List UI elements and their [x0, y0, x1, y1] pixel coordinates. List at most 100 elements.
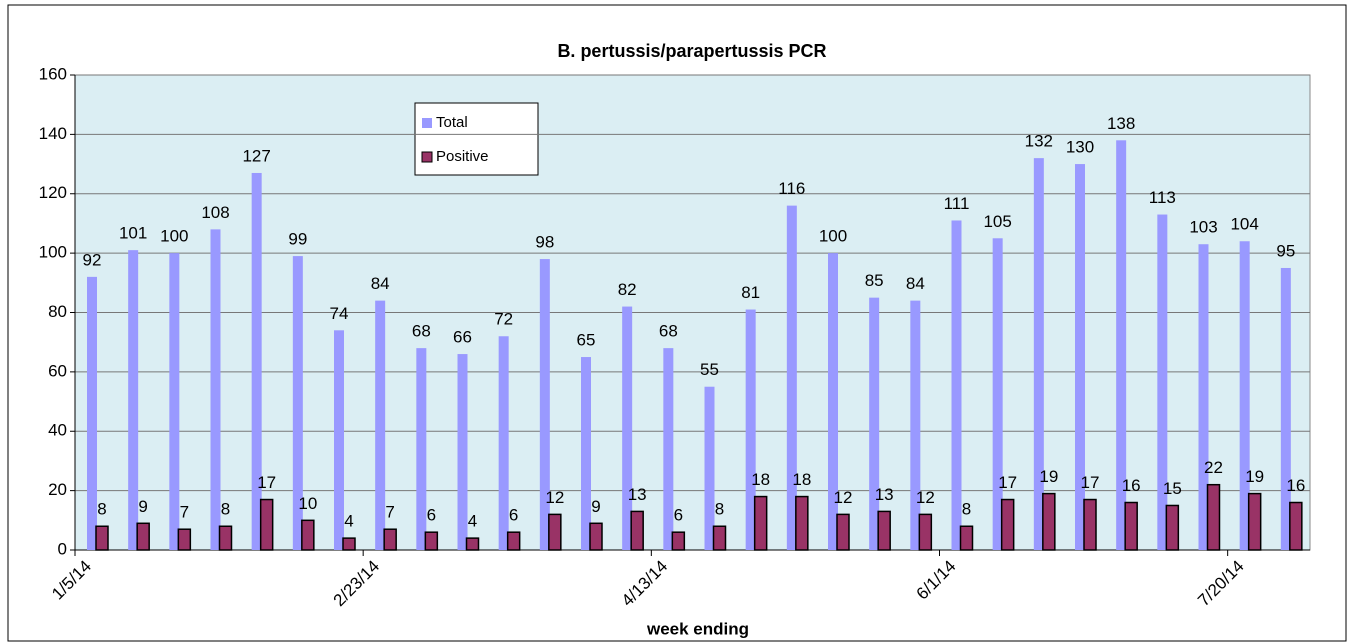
y-tick-label: 120	[39, 183, 67, 202]
data-label: 100	[160, 227, 188, 246]
data-label: 16	[1122, 476, 1141, 495]
y-tick-label: 80	[48, 302, 67, 321]
bar	[671, 531, 686, 551]
x-axis-label: week ending	[646, 619, 749, 638]
bar	[836, 513, 850, 551]
data-label: 98	[535, 233, 554, 252]
y-tick-label: 100	[39, 243, 67, 262]
legend-swatch	[422, 118, 432, 128]
bar	[301, 519, 315, 551]
bar	[869, 297, 880, 550]
data-label: 10	[298, 494, 317, 513]
bar	[1116, 140, 1127, 550]
data-label: 4	[344, 512, 353, 531]
bar	[630, 510, 644, 551]
data-label: 12	[545, 488, 564, 507]
bar	[745, 309, 756, 550]
bar	[795, 495, 809, 551]
data-label: 19	[1039, 467, 1058, 486]
data-label: 104	[1230, 215, 1258, 234]
bar	[251, 172, 262, 550]
data-label: 116	[778, 179, 805, 198]
legend-label: Positive	[436, 148, 489, 165]
data-label: 8	[715, 500, 724, 519]
data-label: 92	[83, 250, 102, 269]
y-tick-label: 40	[48, 421, 67, 440]
data-label: 66	[453, 328, 472, 347]
bar	[589, 522, 603, 551]
data-label: 7	[180, 503, 189, 522]
bar	[465, 537, 480, 551]
data-label: 12	[834, 488, 853, 507]
data-label: 72	[494, 310, 513, 329]
bar	[498, 336, 509, 550]
data-label: 6	[509, 506, 518, 525]
data-label: 12	[916, 488, 935, 507]
bar	[753, 495, 768, 551]
data-label: 130	[1066, 138, 1094, 157]
data-label: 65	[577, 331, 596, 350]
bar	[87, 276, 97, 550]
bar	[128, 250, 139, 550]
bar	[95, 525, 109, 551]
y-tick-label: 20	[48, 480, 67, 499]
data-label: 9	[138, 497, 147, 516]
data-label: 100	[819, 227, 847, 246]
bar	[951, 220, 962, 550]
chart-title: B. pertussis/parapertussis PCR	[557, 41, 826, 61]
bar	[1075, 164, 1085, 550]
bar	[786, 205, 797, 550]
y-tick-label: 140	[39, 124, 67, 143]
data-label: 99	[288, 230, 307, 249]
legend-label: Total	[436, 114, 468, 131]
bar	[1289, 501, 1303, 551]
legend-swatch	[421, 151, 433, 163]
data-label: 22	[1204, 458, 1223, 477]
legend-box	[414, 102, 539, 176]
bar	[334, 330, 344, 550]
bar	[959, 525, 974, 551]
bar	[1033, 158, 1044, 550]
bar	[457, 354, 468, 550]
y-tick-label: 160	[39, 64, 67, 83]
data-label: 84	[371, 274, 390, 293]
data-label: 55	[700, 360, 719, 379]
bar	[416, 348, 427, 550]
data-label: 84	[906, 274, 925, 293]
data-label: 68	[659, 322, 678, 341]
data-label: 9	[591, 497, 600, 516]
bar	[918, 513, 933, 551]
bar	[712, 525, 727, 551]
data-label: 132	[1025, 132, 1053, 151]
y-tick-label: 0	[58, 539, 67, 558]
bar	[622, 306, 633, 550]
data-label: 13	[875, 485, 894, 504]
data-label: 105	[983, 212, 1011, 231]
bar	[1198, 244, 1209, 550]
bar	[169, 253, 180, 550]
data-label: 113	[1149, 188, 1176, 207]
data-label: 85	[865, 271, 884, 290]
bar	[210, 229, 221, 550]
bar	[1206, 483, 1221, 551]
bar	[1000, 498, 1015, 551]
data-label: 138	[1107, 114, 1135, 133]
data-label: 81	[741, 283, 760, 302]
bar	[177, 528, 192, 551]
data-label: 16	[1286, 476, 1305, 495]
data-label: 95	[1276, 241, 1295, 260]
bar	[581, 357, 591, 550]
bar	[1239, 241, 1250, 550]
bar	[663, 348, 674, 550]
bar	[342, 537, 356, 551]
bar	[136, 522, 150, 551]
data-label: 108	[201, 203, 229, 222]
bar	[992, 238, 1003, 550]
data-label: 8	[221, 500, 230, 519]
bar	[910, 300, 921, 550]
data-label: 6	[427, 506, 436, 525]
data-label: 8	[97, 500, 106, 519]
bar	[375, 300, 386, 550]
data-label: 101	[119, 224, 147, 243]
